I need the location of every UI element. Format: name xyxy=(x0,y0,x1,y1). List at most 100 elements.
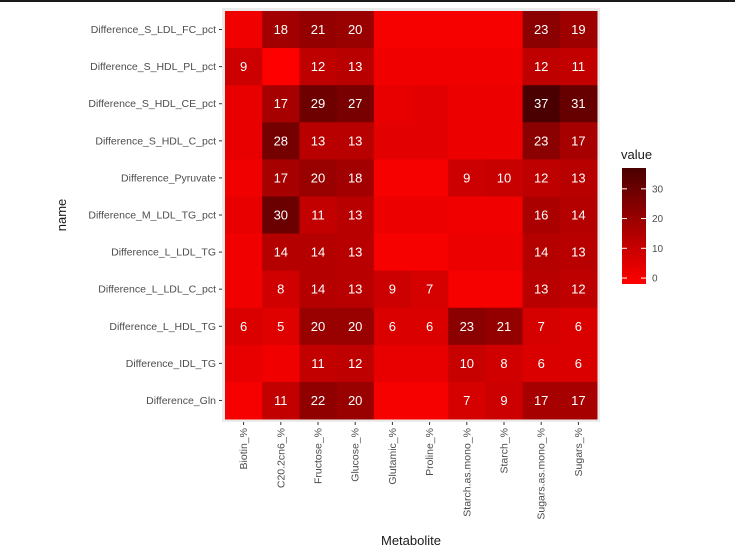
cell-value-label: 9 xyxy=(240,59,247,74)
cell-value-label: 20 xyxy=(348,22,362,37)
legend-ticks: 0 10 20 30 xyxy=(622,184,664,285)
heatmap-cell xyxy=(411,344,449,383)
x-tick-label: Sugars_% xyxy=(573,428,585,476)
heatmap-cell xyxy=(522,307,561,346)
heatmap-cell xyxy=(522,11,561,49)
y-tick-label: Difference_S_LDL_FC_pct xyxy=(91,24,216,36)
heatmap-cell xyxy=(225,233,263,272)
cell-value-label: 12 xyxy=(571,282,585,297)
cell-value-label: 22 xyxy=(311,393,325,408)
cell-value-label: 11 xyxy=(274,393,288,408)
heatmap-cell-labels: 18 21 20 23 19 9 12 13 12 11 17 29 27 37 31 28 13 13 23 17 1… xyxy=(240,22,586,408)
heatmap-cell xyxy=(559,344,598,383)
cell-value-label: 19 xyxy=(571,22,585,37)
cell-value-label: 13 xyxy=(348,245,362,260)
y-tick-label: Difference_S_HDL_PL_pct xyxy=(90,61,216,73)
cell-value-label: 30 xyxy=(274,208,288,223)
cell-value-label: 29 xyxy=(311,96,325,111)
heatmap-cell xyxy=(373,196,412,235)
cell-value-label: 13 xyxy=(571,245,585,260)
cell-value-label: 14 xyxy=(571,208,585,223)
x-axis: Biotin_% C20.2cn6_% Fructose_% Glucose_% Glu… xyxy=(238,422,585,520)
heatmap-cell xyxy=(448,196,486,235)
heatmap-cell xyxy=(559,122,598,160)
heatmap-cell xyxy=(411,196,449,235)
heatmap-cell xyxy=(485,159,524,197)
heatmap-cell xyxy=(336,48,375,86)
heatmap-cell xyxy=(411,233,449,272)
legend-colorbar xyxy=(622,168,646,284)
y-tick-label: Difference_IDL_TG xyxy=(126,358,216,370)
heatmap-cell xyxy=(485,307,524,346)
heatmap-cell xyxy=(225,85,263,123)
cell-value-label: 13 xyxy=(311,133,325,148)
heatmap-cell xyxy=(373,381,412,420)
cell-value-label: 11 xyxy=(311,356,325,371)
heatmap-cell xyxy=(262,307,300,346)
cell-value-label: 9 xyxy=(500,393,507,408)
heatmap-cell xyxy=(225,344,263,383)
cell-value-label: 13 xyxy=(348,59,362,74)
heatmap-cell xyxy=(299,344,338,383)
heatmap-cell xyxy=(485,122,524,160)
cell-value-label: 7 xyxy=(426,282,433,297)
heatmap-cell xyxy=(336,196,375,235)
heatmap-cell xyxy=(485,344,524,383)
x-axis-title: Metabolite xyxy=(381,533,441,548)
heatmap-cell xyxy=(299,85,338,123)
legend-title: value xyxy=(621,147,652,162)
y-tick-label: Difference_L_LDL_TG xyxy=(111,247,216,259)
heatmap-cell xyxy=(373,48,412,86)
cell-value-label: 8 xyxy=(277,282,284,297)
cell-value-label: 12 xyxy=(534,170,548,185)
heatmap-cell xyxy=(522,344,561,383)
heatmap-cell xyxy=(336,344,375,383)
x-tick-label: Starch_% xyxy=(499,428,511,474)
heatmap-cell xyxy=(336,233,375,272)
heatmap-cell xyxy=(559,159,598,197)
heatmap-cell xyxy=(485,85,524,123)
legend-tick-label: 10 xyxy=(652,244,664,255)
cell-value-label: 6 xyxy=(538,356,545,371)
cell-value-label: 20 xyxy=(348,319,362,334)
heatmap-cell xyxy=(225,307,263,346)
heatmap-cell xyxy=(336,122,375,160)
x-tick-label: Glucose_% xyxy=(350,428,362,482)
cell-value-label: 21 xyxy=(497,319,511,334)
cell-value-label: 6 xyxy=(240,319,247,334)
y-tick-label: Difference_S_HDL_CE_pct xyxy=(88,98,216,110)
cell-value-label: 23 xyxy=(460,319,474,334)
heatmap-cell xyxy=(299,233,338,272)
heatmap-cell xyxy=(225,381,263,420)
y-tick-label: Difference_L_HDL_TG xyxy=(109,321,216,333)
heatmap-cell xyxy=(299,11,338,49)
heatmap-cell xyxy=(522,196,561,235)
y-tick-label: Difference_S_HDL_C_pct xyxy=(95,135,216,147)
y-tick-label: Difference_L_LDL_C_pct xyxy=(98,284,216,296)
cell-value-label: 14 xyxy=(311,282,325,297)
heatmap-cell xyxy=(299,122,338,160)
heatmap-cell xyxy=(225,48,263,86)
heatmap-cell xyxy=(225,11,263,49)
heatmap-cell xyxy=(448,122,486,160)
cell-value-label: 17 xyxy=(571,133,585,148)
heatmap-cell xyxy=(225,122,263,160)
heatmap-cell xyxy=(262,196,300,235)
cell-value-label: 5 xyxy=(277,319,284,334)
x-tick-label: Starch.as.mono_% xyxy=(461,428,473,517)
cell-value-label: 16 xyxy=(534,208,548,223)
y-tick-label: Difference_Gln xyxy=(146,395,216,407)
cell-value-label: 17 xyxy=(274,170,288,185)
heatmap-cell xyxy=(262,159,300,197)
x-tick-label: Sugars.as.mono_% xyxy=(536,428,548,520)
cell-value-label: 13 xyxy=(534,282,548,297)
heatmap-cell xyxy=(262,381,300,420)
cell-value-label: 6 xyxy=(575,356,582,371)
cell-value-label: 37 xyxy=(534,96,548,111)
heatmap-cell xyxy=(373,233,412,272)
heatmap-cell xyxy=(485,48,524,86)
heatmap-cell xyxy=(559,381,598,420)
heatmap-cell xyxy=(448,233,486,272)
cell-value-label: 13 xyxy=(348,133,362,148)
